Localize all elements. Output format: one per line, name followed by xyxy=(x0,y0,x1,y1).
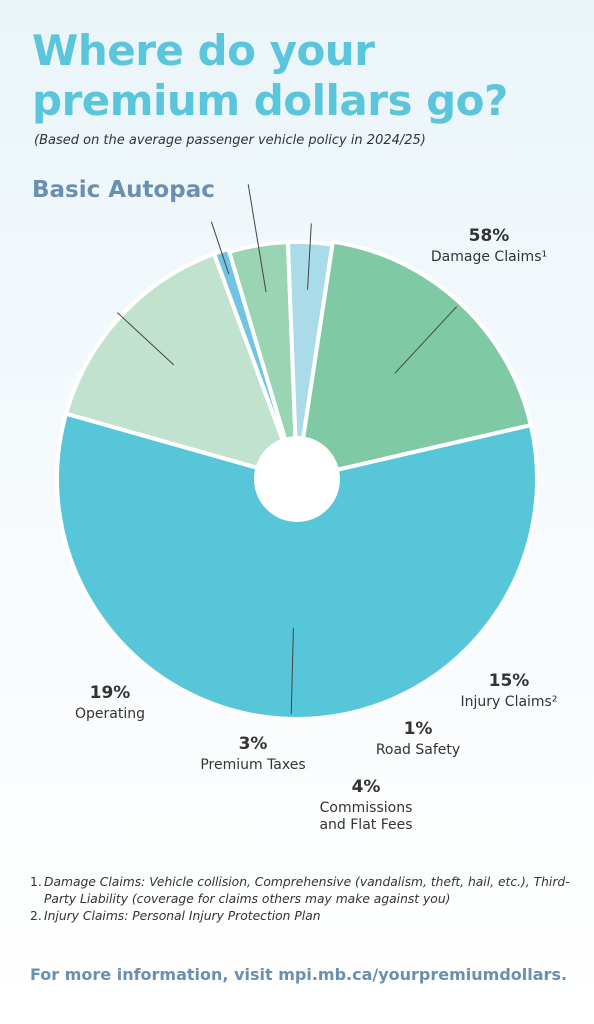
subtitle: (Based on the average passenger vehicle … xyxy=(34,133,426,148)
slice-3-percent: 1% xyxy=(404,719,433,739)
leader-line-1 xyxy=(290,627,294,715)
title-line-2: premium dollars go? xyxy=(32,76,508,125)
leader-line-4 xyxy=(247,184,267,293)
slice-3-name-line-1: Road Safety xyxy=(376,742,460,758)
leader-line-2 xyxy=(117,312,175,366)
leader-line-3 xyxy=(210,221,230,275)
slice-1-name-line-1: Damage Claims¹ xyxy=(431,249,547,265)
footnote-1-number: 1. xyxy=(30,875,42,889)
slice-2-name-line-1: Injury Claims² xyxy=(461,694,558,710)
pie-slice-6 xyxy=(295,239,533,481)
slice-4-name-line-1: Commissions xyxy=(320,800,413,816)
slice-1-percent: 58% xyxy=(469,226,510,246)
slice-5-percent: 3% xyxy=(239,734,268,754)
slice-4-percent: 4% xyxy=(352,777,381,797)
slice-6-name-line-1: Operating xyxy=(75,706,145,722)
pie-center-hole xyxy=(254,436,340,522)
footnote-2: 2. Injury Claims: Personal Injury Protec… xyxy=(30,908,575,925)
leader-line-5 xyxy=(307,223,312,290)
leader-line-6 xyxy=(394,306,458,374)
slice-6-percent: 19% xyxy=(90,683,131,703)
more-info-link[interactable]: For more information, visit mpi.mb.ca/yo… xyxy=(30,965,568,984)
footnote-2-number: 2. xyxy=(30,909,42,923)
pie-leader-lines xyxy=(117,184,458,715)
slice-4-name-line-2: and Flat Fees xyxy=(319,817,412,833)
pie-labels: 58% Damage Claims¹ 15% Injury Claims² 1% Road… xyxy=(75,226,557,833)
pie-chart: 58% Damage Claims¹ 15% Injury Claims² 1% Road… xyxy=(55,184,557,833)
footnotes: 1. Damage Claims: Vehicle collision, Com… xyxy=(30,874,575,925)
footnote-1-text: Damage Claims: Vehicle collision, Compre… xyxy=(44,875,570,906)
slice-5-name-line-1: Premium Taxes xyxy=(200,757,305,773)
slice-2-percent: 15% xyxy=(489,671,530,691)
pie-slice-1 xyxy=(55,411,539,721)
page-title: Where do your premium dollars go? xyxy=(32,26,572,126)
footnote-2-text: Injury Claims: Personal Injury Protectio… xyxy=(44,909,321,923)
title-line-1: Where do your xyxy=(32,26,375,75)
section-title: Basic Autopac xyxy=(32,177,215,203)
footnote-1: 1. Damage Claims: Vehicle collision, Com… xyxy=(30,874,575,908)
pie-slices xyxy=(55,239,539,721)
